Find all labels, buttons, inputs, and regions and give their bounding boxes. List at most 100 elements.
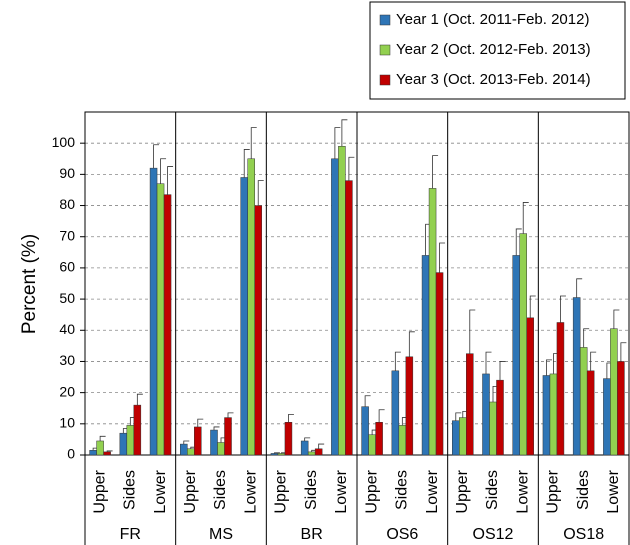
error-bar <box>455 412 462 421</box>
legend-swatch <box>379 14 391 26</box>
group-label: OS6 <box>386 526 418 543</box>
x-tick-label: Sides <box>394 470 411 510</box>
bar <box>126 425 135 456</box>
error-bar <box>522 202 529 234</box>
bar <box>586 370 595 456</box>
bar <box>556 322 565 456</box>
x-tick-label: Sides <box>303 470 320 510</box>
bar <box>466 353 474 456</box>
legend-label: Year 3 (Oct. 2013-Feb. 2014) <box>396 71 591 88</box>
legend-label: Year 2 (Oct. 2012-Feb. 2013) <box>396 41 591 58</box>
x-tick-label: Sides <box>575 470 592 510</box>
bar <box>519 233 527 456</box>
error-bar <box>213 426 220 431</box>
x-tick-label: Lower <box>514 469 531 513</box>
bar <box>240 177 248 456</box>
bar <box>89 450 97 456</box>
bar <box>428 188 437 456</box>
legend-swatch <box>379 44 391 56</box>
bar <box>277 453 286 456</box>
error-bar <box>364 395 371 407</box>
bar <box>421 255 430 456</box>
error-bar <box>318 443 325 449</box>
error-bar <box>529 295 536 318</box>
error-bar <box>348 156 355 181</box>
group-label: OS12 <box>473 526 514 543</box>
bar <box>331 158 339 456</box>
bar <box>482 373 490 456</box>
bar <box>217 442 225 456</box>
group-label: MS <box>209 526 233 543</box>
x-tick-label: Sides <box>484 470 501 510</box>
x-tick-label: Upper <box>182 469 199 513</box>
error-bar <box>106 450 113 452</box>
x-tick-label: Upper <box>91 469 108 513</box>
legend-label: Year 1 (Oct. 2011-Feb. 2012) <box>396 11 589 28</box>
error-bar <box>394 351 401 371</box>
error-bar <box>583 328 590 348</box>
y-axis-label: Percent (%) <box>19 234 40 334</box>
x-tick-label: Sides <box>122 470 139 510</box>
y-tick-label: 10 <box>59 415 75 431</box>
bar <box>210 429 218 456</box>
bar <box>300 440 309 456</box>
bar <box>284 422 293 456</box>
error-bar <box>515 228 522 256</box>
group-label: BR <box>301 526 323 543</box>
y-tick-label: 100 <box>52 134 76 150</box>
error-bar <box>227 412 234 418</box>
bar <box>549 373 558 456</box>
error-bar <box>378 409 385 423</box>
bar <box>345 180 353 456</box>
error-bar <box>469 309 476 354</box>
x-tick-label: Lower <box>242 469 259 513</box>
error-bar <box>620 342 627 362</box>
x-tick-label: Lower <box>152 469 169 513</box>
error-bar <box>250 127 257 159</box>
error-bar <box>197 418 204 427</box>
bar <box>405 356 414 456</box>
bar <box>617 361 625 456</box>
error-bar <box>334 127 341 159</box>
error-bar <box>160 158 167 184</box>
bar <box>459 417 467 456</box>
y-tick-label: 70 <box>59 227 75 243</box>
error-bar <box>183 440 190 445</box>
error-bar <box>167 166 174 195</box>
bar <box>572 297 581 456</box>
y-tick-label: 40 <box>59 321 75 337</box>
bar <box>156 183 165 456</box>
x-tick-label: Upper <box>363 469 380 513</box>
error-bar <box>485 351 492 374</box>
bar <box>398 425 407 456</box>
bar <box>610 328 618 456</box>
bar <box>452 420 460 456</box>
bar <box>496 379 504 456</box>
error-bar <box>560 295 566 323</box>
y-tick-label: 30 <box>59 352 75 368</box>
error-bar <box>99 435 106 441</box>
bar <box>338 146 346 456</box>
y-tick-label: 60 <box>59 259 75 275</box>
error-bar <box>341 119 348 147</box>
x-tick-label: Upper <box>545 469 562 513</box>
bar <box>489 401 497 456</box>
x-tick-label: Upper <box>273 469 290 513</box>
error-bar <box>546 359 552 376</box>
bar <box>307 451 316 456</box>
bar <box>224 417 232 456</box>
error-bar <box>288 414 294 423</box>
bar <box>391 370 400 456</box>
error-bar <box>136 393 143 406</box>
bar <box>103 451 111 456</box>
bar <box>526 317 534 456</box>
error-bar <box>304 437 311 441</box>
x-tick-label: Sides <box>212 470 229 510</box>
error-bar <box>408 331 415 357</box>
error-bar <box>439 242 446 273</box>
y-tick-label: 50 <box>59 290 75 306</box>
x-tick-label: Lower <box>333 469 350 513</box>
y-tick-label: 80 <box>59 196 75 212</box>
bar <box>512 255 520 456</box>
bar <box>254 205 262 456</box>
